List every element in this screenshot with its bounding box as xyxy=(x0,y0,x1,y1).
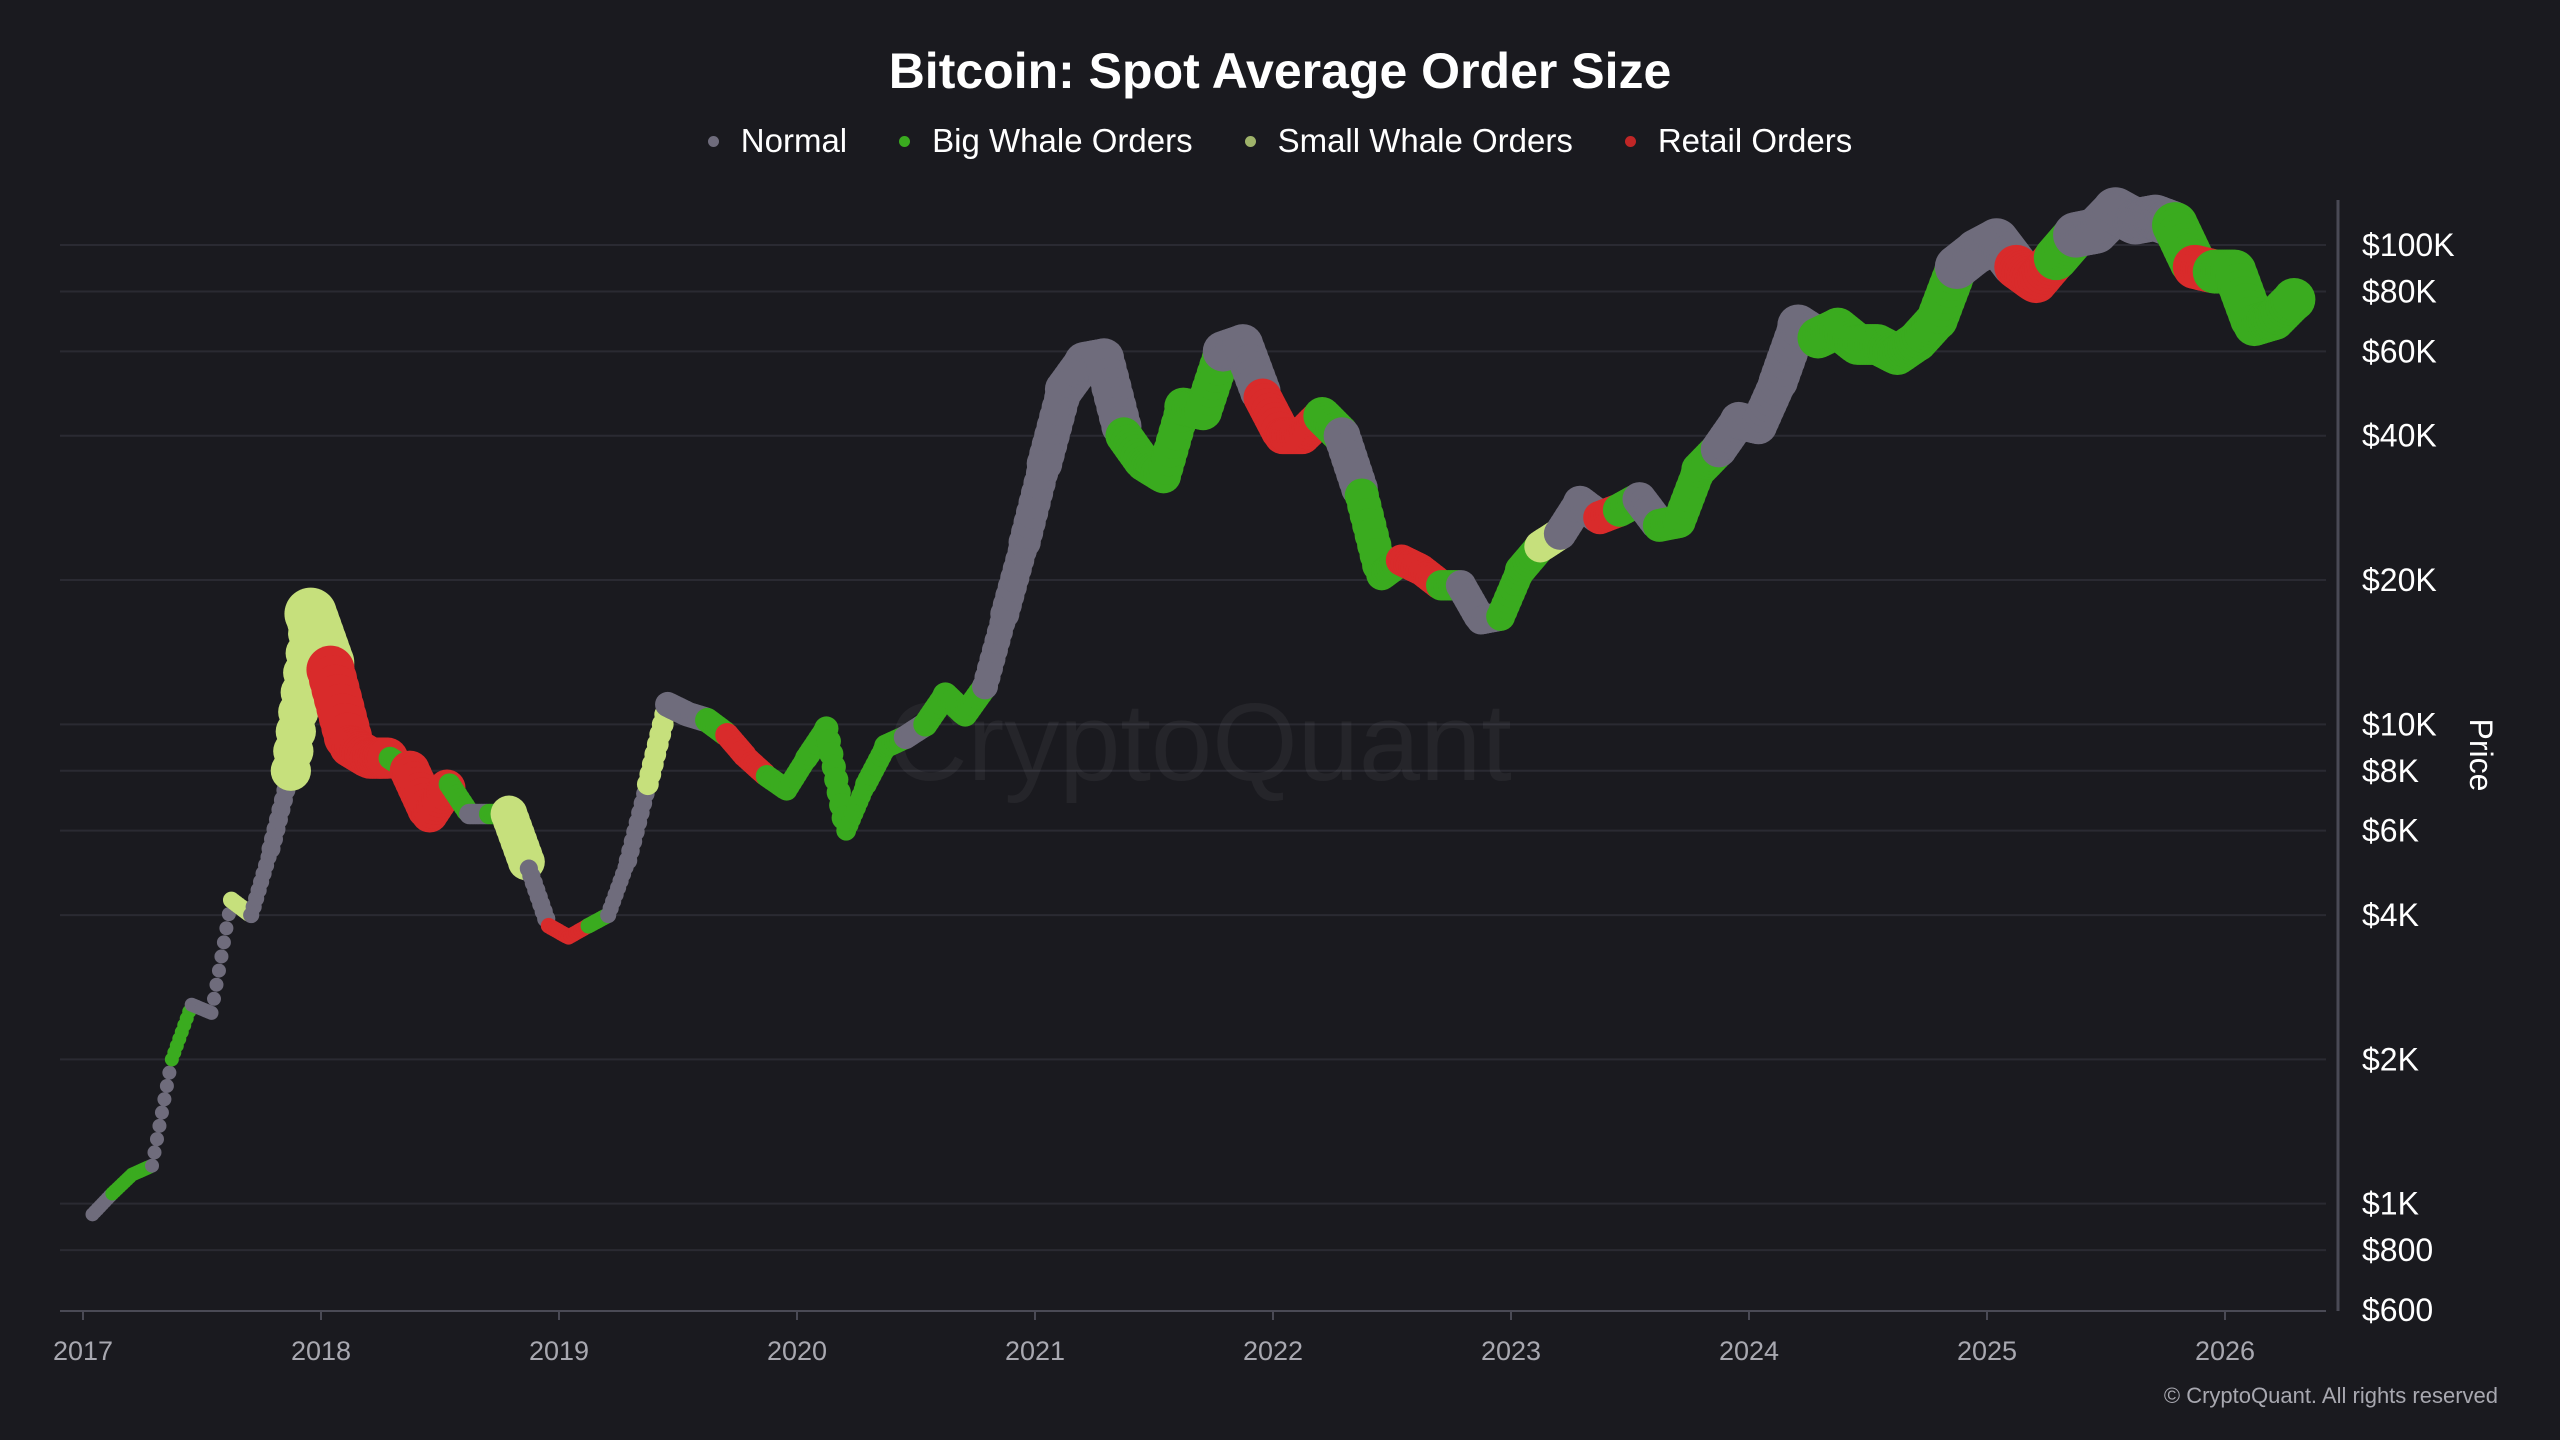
x-tick-label: 2023 xyxy=(1481,1336,1541,1366)
legend-dot xyxy=(899,135,911,147)
data-point-normal xyxy=(154,1105,169,1120)
y-tick-label: $6K xyxy=(2362,813,2419,849)
x-tick-label: 2025 xyxy=(1957,1336,2017,1366)
y-tick-label: $4K xyxy=(2362,897,2419,933)
chart-title: Bitcoin: Spot Average Order Size xyxy=(888,43,1672,99)
data-point-normal xyxy=(206,991,221,1006)
data-point-normal xyxy=(147,1145,162,1160)
y-tick-label: $100K xyxy=(2362,227,2455,263)
data-point-normal xyxy=(209,977,224,992)
y-tick-label: $80K xyxy=(2362,273,2437,309)
y-tick-label: $2K xyxy=(2362,1041,2419,1077)
x-tick-label: 2022 xyxy=(1243,1336,1303,1366)
legend-item-retail[interactable]: Retail Orders xyxy=(1624,122,1853,160)
legend-label: Big Whale Orders xyxy=(932,122,1193,159)
data-point-normal xyxy=(204,1005,219,1020)
data-points xyxy=(85,187,2316,1222)
y-tick-label: $8K xyxy=(2362,753,2419,789)
data-point-normal xyxy=(211,963,226,978)
data-point-normal xyxy=(152,1118,167,1133)
legend-label: Small Whale Orders xyxy=(1277,122,1573,159)
legend-item-normal[interactable]: Normal xyxy=(707,122,848,160)
y-axis-ticks: $100K $80K $60K $40K $20K $10K $8K $6K $4K $2K $1K… xyxy=(2362,227,2455,1328)
copyright: © CryptoQuant. All rights reserved xyxy=(2163,1383,2498,1408)
data-point-normal xyxy=(214,949,229,964)
x-tick-label: 2019 xyxy=(529,1336,589,1366)
y-tick-label: $600 xyxy=(2362,1292,2433,1328)
legend-dot xyxy=(1624,135,1636,147)
y-tick-label: $40K xyxy=(2362,418,2437,454)
data-point-normal xyxy=(219,921,234,936)
data-point-normal xyxy=(162,1065,177,1080)
y-tick-label: $20K xyxy=(2362,562,2437,598)
data-point-normal xyxy=(216,935,231,950)
x-tick-label: 2017 xyxy=(53,1336,113,1366)
watermark: CryptoQuant xyxy=(888,681,1512,804)
legend-item-small-whale[interactable]: Small Whale Orders xyxy=(1244,122,1573,160)
x-tick-label: 2021 xyxy=(1005,1336,1065,1366)
x-tick-label: 2018 xyxy=(291,1336,351,1366)
legend-label: Normal xyxy=(740,122,848,159)
data-point-big-whale-orders xyxy=(2272,278,2316,321)
x-axis-ticks: 2017 2018 2019 2020 2021 2022 2023 2024 2025 2026 xyxy=(53,1311,2255,1366)
y-tick-label: $10K xyxy=(2362,706,2437,742)
data-point-normal xyxy=(149,1132,164,1147)
legend-item-big-whale[interactable]: Big Whale Orders xyxy=(899,122,1193,160)
legend-dot xyxy=(707,135,719,147)
data-point-normal xyxy=(145,1158,160,1173)
x-tick-label: 2024 xyxy=(1719,1336,1779,1366)
x-tick-label: 2020 xyxy=(767,1336,827,1366)
legend-dot xyxy=(1244,135,1256,147)
x-tick-label: 2026 xyxy=(2195,1336,2255,1366)
y-axis-label: Price xyxy=(2463,719,2499,792)
y-tick-label: $800 xyxy=(2362,1232,2433,1268)
data-point-normal xyxy=(157,1092,172,1107)
legend: Normal Big Whale Orders Small Whale Orde… xyxy=(0,122,2560,160)
y-tick-label: $1K xyxy=(2362,1186,2419,1222)
legend-label: Retail Orders xyxy=(1657,122,1853,159)
data-point-normal xyxy=(159,1078,174,1093)
y-tick-label: $60K xyxy=(2362,333,2437,369)
